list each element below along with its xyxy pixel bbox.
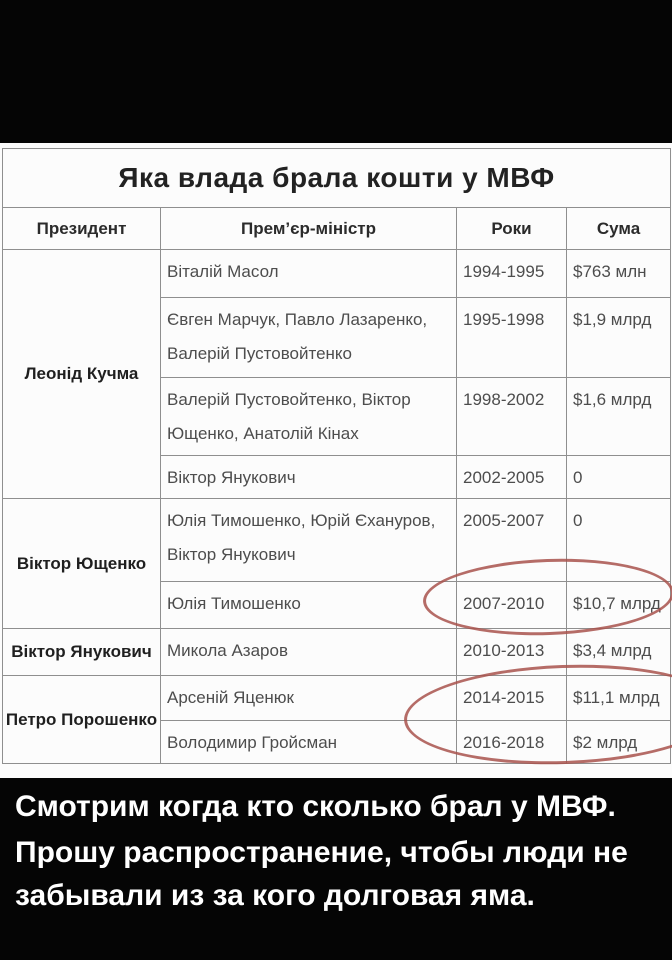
pm-cell: Юлія Тимошенко: [160, 581, 457, 629]
pm-cell: Віталій Масол: [160, 249, 457, 298]
table-row: Валерій Пустовойтенко, Віктор Ющенко, Ан…: [3, 377, 672, 456]
table-row-circled: Юлія Тимошенко 2007-2010 $10,7 млрд: [3, 581, 672, 629]
table-header-row: Президент Прем’єр-міністр Роки Сума: [2, 207, 672, 250]
years-cell: 2016-2018: [456, 720, 567, 764]
president-cell: Леонід Кучма: [2, 249, 161, 499]
table-panel: Яка влада брала кошти у МВФ Президент Пр…: [0, 143, 672, 778]
sum-cell: $1,6 млрд: [565, 377, 672, 456]
table-row-circled: Володимир Гройсман 2016-2018 $2 млрд: [3, 720, 672, 764]
table-row: Віктор Янукович Микола Азаров 2010-2013 …: [2, 628, 672, 676]
bottom-caption: Смотрим когда кто сколько брал у МВФ. Пр…: [15, 785, 661, 920]
president-cell: Віктор Ющенко: [2, 498, 161, 629]
sum-cell: $763 млн: [565, 249, 672, 298]
caption-line-1: Смотрим когда кто сколько брал у МВФ.: [15, 790, 616, 823]
table-row: Євген Марчук, Павло Лазаренко, Валерій П…: [3, 297, 672, 378]
years-cell: 2007-2010: [456, 581, 567, 629]
sum-cell: $3,4 млрд: [565, 628, 672, 676]
table-row: Віктор Янукович 2002-2005 0: [3, 455, 672, 499]
table-row-circled: Петро Порошенко Арсеній Яценюк 2014-2015…: [2, 675, 672, 764]
pm-cell: Арсеній Яценюк: [160, 675, 457, 721]
sum-cell: 0: [565, 455, 672, 499]
pm-cell: Євген Марчук, Павло Лазаренко, Валерій П…: [160, 297, 457, 378]
column-header-years: Роки: [456, 207, 567, 250]
pm-cell: Юлія Тимошенко, Юрій Єхануров, Віктор Ян…: [160, 498, 457, 582]
column-header-sum: Сума: [565, 207, 672, 250]
years-cell: 2002-2005: [456, 455, 567, 499]
president-cell: Віктор Янукович: [2, 628, 161, 676]
pm-cell: Володимир Гройсман: [160, 720, 457, 764]
years-cell: 2010-2013: [456, 628, 567, 676]
years-cell: 1995-1998: [456, 297, 567, 378]
table-row: Леонід Кучма Віталій Масол 1994-1995 $76…: [2, 249, 672, 499]
table-title-row: Яка влада брала кошти у МВФ: [1, 148, 672, 208]
pm-cell: Валерій Пустовойтенко, Віктор Ющенко, Ан…: [160, 377, 457, 456]
table-row: Віктор Ющенко Юлія Тимошенко, Юрій Єхану…: [2, 498, 672, 629]
sum-cell: 0: [565, 498, 672, 582]
sum-cell: $2 млрд: [565, 720, 672, 764]
sum-cell: $11,1 млрд: [565, 675, 672, 721]
years-cell: 2005-2007: [456, 498, 567, 582]
sum-cell: $10,7 млрд: [565, 581, 672, 629]
column-header-president: Президент: [2, 207, 161, 250]
pm-cell: Віктор Янукович: [160, 455, 457, 499]
president-cell: Петро Порошенко: [2, 675, 161, 764]
imf-loans-table: Яка влада брала кошти у МВФ Президент Пр…: [1, 148, 672, 764]
years-cell: 1998-2002: [456, 377, 567, 456]
caption-line-2: Прошу распространение, чтобы люди не заб…: [15, 836, 628, 912]
column-header-prime-minister: Прем’єр-міністр: [160, 207, 457, 250]
sum-cell: $1,9 млрд: [565, 297, 672, 378]
years-cell: 1994-1995: [456, 249, 567, 298]
pm-cell: Микола Азаров: [160, 628, 457, 676]
years-cell: 2014-2015: [456, 675, 567, 721]
table-title: Яка влада брала кошти у МВФ: [1, 148, 672, 208]
